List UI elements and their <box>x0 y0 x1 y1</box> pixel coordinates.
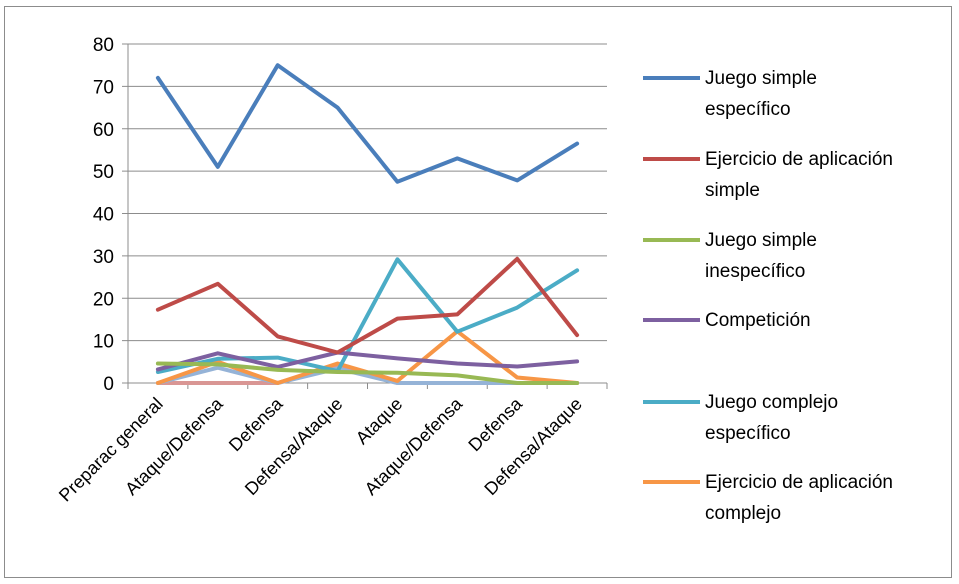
series-line <box>155 361 580 385</box>
legend-label: Juego simple <box>705 230 817 251</box>
legend-label: específico <box>705 423 791 444</box>
series-line <box>155 350 580 372</box>
y-tick-label: 80 <box>93 35 114 56</box>
legend-label: Ejercicio de aplicación <box>705 472 893 493</box>
legend-label: simple <box>705 180 760 201</box>
y-tick-label: 40 <box>93 205 114 226</box>
gridlines <box>128 43 607 342</box>
legend-label: Competición <box>705 310 811 331</box>
y-tick-label: 60 <box>93 120 114 141</box>
x-axis-ticks: Preparac generalAtaque/DefensaDefensaDef… <box>55 383 608 506</box>
x-tick-label: Preparac general <box>55 394 167 506</box>
legend-label: complejo <box>705 503 781 524</box>
y-tick-label: 50 <box>93 162 114 183</box>
y-tick-label: 70 <box>93 77 114 98</box>
y-tick-label: 20 <box>93 289 114 310</box>
y-tick-label: 30 <box>93 247 114 268</box>
legend: Juego simple específico Ejercicio de aplic… <box>643 68 893 524</box>
x-tick-label: Defensa <box>225 393 287 455</box>
x-tick-label: Ataque <box>352 394 406 448</box>
chart-frame <box>4 6 952 578</box>
y-tick-label: 10 <box>93 332 114 353</box>
series-line <box>155 256 580 355</box>
series-line <box>155 63 580 184</box>
series-line <box>155 257 580 374</box>
legend-label: inespecífico <box>705 261 805 282</box>
legend-label: Ejercicio de aplicación <box>705 149 893 170</box>
x-tick-label: Defensa <box>464 393 526 455</box>
y-axis-ticks: 0 10 20 30 40 50 60 70 80 <box>93 35 128 395</box>
legend-label: Juego complejo <box>705 392 838 413</box>
y-tick-label: 0 <box>103 374 114 395</box>
legend-label: Juego simple <box>705 68 817 89</box>
legend-label: específico <box>705 99 791 120</box>
series-lines <box>155 63 580 385</box>
